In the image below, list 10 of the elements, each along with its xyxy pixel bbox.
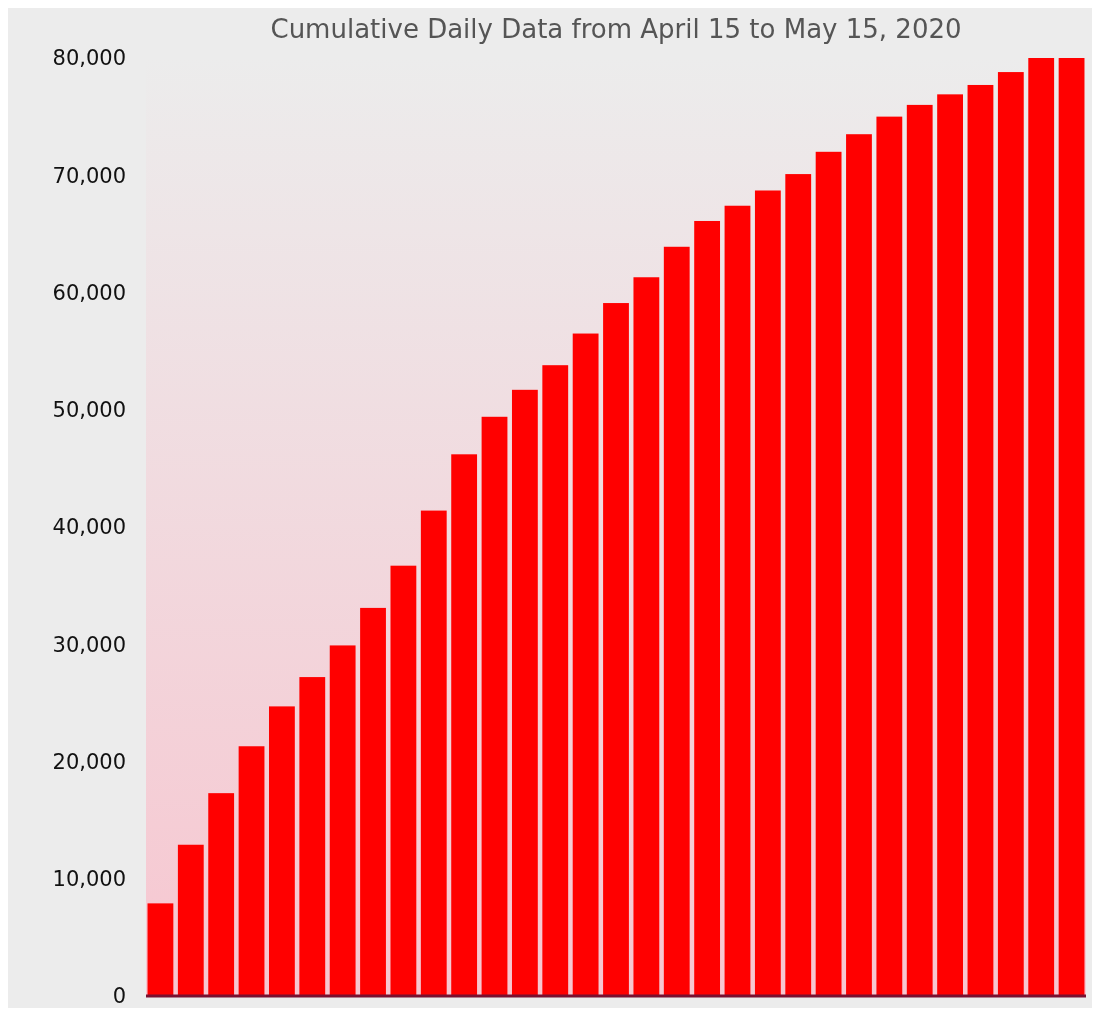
- y-tick-label: 10,000: [52, 867, 126, 892]
- y-tick-label: 70,000: [52, 163, 126, 188]
- y-tick-label: 20,000: [52, 749, 126, 774]
- y-tick-label: 40,000: [52, 515, 126, 540]
- chart-title: Cumulative Daily Data from April 15 to May 15, 2020: [270, 14, 962, 44]
- y-tick-label: 60,000: [52, 280, 126, 305]
- y-tick-label: 80,000: [52, 46, 126, 71]
- y-tick-label: 30,000: [52, 632, 126, 657]
- y-tick-label: 50,000: [52, 398, 126, 423]
- y-tick-label: 0: [112, 984, 126, 1009]
